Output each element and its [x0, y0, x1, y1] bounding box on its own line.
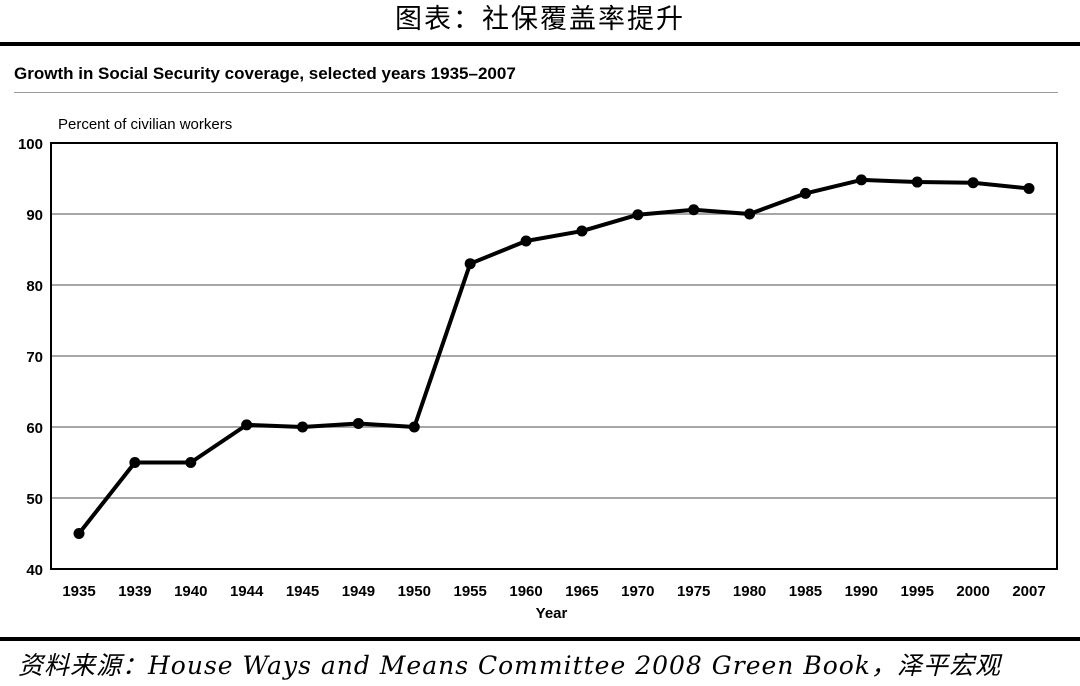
y-tick-label: 90: [26, 207, 43, 224]
title-divider: [14, 92, 1058, 93]
x-tick-label: 1945: [286, 583, 319, 600]
top-rule: [0, 42, 1080, 46]
y-tick-label: 50: [26, 491, 43, 508]
x-tick-label: 1955: [453, 583, 486, 600]
data-point-1955: [464, 258, 476, 270]
data-point-1965: [576, 225, 588, 237]
data-point-1980: [744, 208, 756, 220]
figure-title: 图表：社保覆盖率提升: [395, 4, 685, 35]
y-tick-label: 60: [26, 420, 43, 437]
data-point-1990: [855, 174, 867, 186]
y-tick-labels: 40 50 60 70 80 90 100: [18, 136, 43, 579]
x-tick-label: 1980: [733, 583, 766, 600]
data-point-1935: [73, 528, 85, 539]
data-point-1975: [688, 204, 700, 216]
data-point-2000: [967, 177, 979, 189]
x-tick-label: 1950: [398, 583, 431, 600]
x-tick-label: 1944: [230, 583, 264, 600]
data-point-1939: [129, 457, 141, 468]
x-tick-label: 1960: [509, 583, 542, 600]
x-tick-labels: 1935 1939 1940 1944 1945 1949 1950 1955 1960 1965…: [62, 583, 1045, 600]
x-tick-label: 2000: [956, 583, 989, 600]
y-tick-label: 80: [26, 278, 43, 295]
chart-title: Growth in Social Security coverage, sele…: [14, 64, 516, 83]
x-tick-label: 1970: [621, 583, 654, 600]
y-tick-label: 70: [26, 349, 43, 366]
bottom-rule: [0, 637, 1080, 641]
data-point-1960: [520, 235, 532, 247]
x-tick-label: 1939: [118, 583, 151, 600]
x-tick-label: 1940: [174, 583, 207, 600]
x-tick-label: 1985: [789, 583, 822, 600]
data-point-1995: [911, 176, 923, 188]
y-axis-label: Percent of civilian workers: [58, 116, 233, 133]
data-point-1945: [297, 421, 309, 433]
source-note: 资料来源：House Ways and Means Committee 2008…: [18, 651, 1001, 680]
data-point-1985: [799, 187, 811, 199]
data-point-2007: [1023, 182, 1035, 194]
data-point-1950: [408, 421, 420, 433]
x-tick-label: 1965: [565, 583, 598, 600]
y-tick-label: 40: [26, 562, 43, 579]
data-point-1944: [241, 419, 253, 431]
x-tick-label: 1990: [845, 583, 878, 600]
data-point-1940: [185, 457, 197, 468]
x-axis-label: Year: [535, 605, 568, 622]
data-point-1970: [632, 209, 644, 221]
x-tick-label: 2007: [1012, 583, 1045, 600]
plot-frame: [50, 142, 1058, 570]
data-point-1949: [352, 417, 364, 429]
y-tick-label: 100: [18, 136, 43, 153]
x-tick-label: 1975: [677, 583, 710, 600]
series-line: [77, 177, 1030, 535]
x-tick-label: 1935: [62, 583, 95, 600]
data-points: [73, 174, 1035, 539]
x-tick-label: 1949: [342, 583, 375, 600]
grid-lines: [51, 213, 1057, 499]
x-tick-label: 1995: [901, 583, 934, 600]
